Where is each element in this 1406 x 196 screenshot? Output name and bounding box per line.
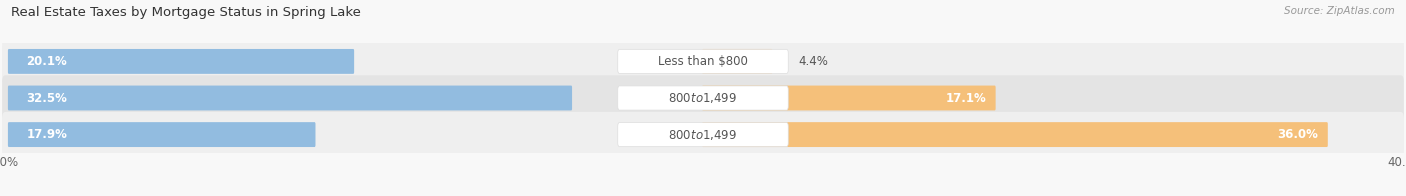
FancyBboxPatch shape — [617, 122, 789, 147]
FancyBboxPatch shape — [702, 86, 995, 110]
FancyBboxPatch shape — [8, 86, 572, 110]
Text: $800 to $1,499: $800 to $1,499 — [668, 128, 738, 142]
FancyBboxPatch shape — [617, 86, 789, 110]
FancyBboxPatch shape — [8, 122, 315, 147]
FancyBboxPatch shape — [702, 122, 1327, 147]
Text: 20.1%: 20.1% — [27, 55, 67, 68]
Text: $800 to $1,499: $800 to $1,499 — [668, 91, 738, 105]
FancyBboxPatch shape — [3, 112, 1403, 157]
Text: Real Estate Taxes by Mortgage Status in Spring Lake: Real Estate Taxes by Mortgage Status in … — [11, 6, 361, 19]
FancyBboxPatch shape — [3, 39, 1403, 84]
Text: 17.9%: 17.9% — [27, 128, 67, 141]
Text: Less than $800: Less than $800 — [658, 55, 748, 68]
FancyBboxPatch shape — [617, 49, 789, 74]
FancyBboxPatch shape — [702, 49, 772, 74]
Text: 4.4%: 4.4% — [799, 55, 828, 68]
FancyBboxPatch shape — [3, 75, 1403, 121]
FancyBboxPatch shape — [8, 49, 354, 74]
Text: 17.1%: 17.1% — [945, 92, 986, 104]
Text: 32.5%: 32.5% — [27, 92, 67, 104]
Text: 36.0%: 36.0% — [1277, 128, 1319, 141]
Text: Source: ZipAtlas.com: Source: ZipAtlas.com — [1284, 6, 1395, 16]
